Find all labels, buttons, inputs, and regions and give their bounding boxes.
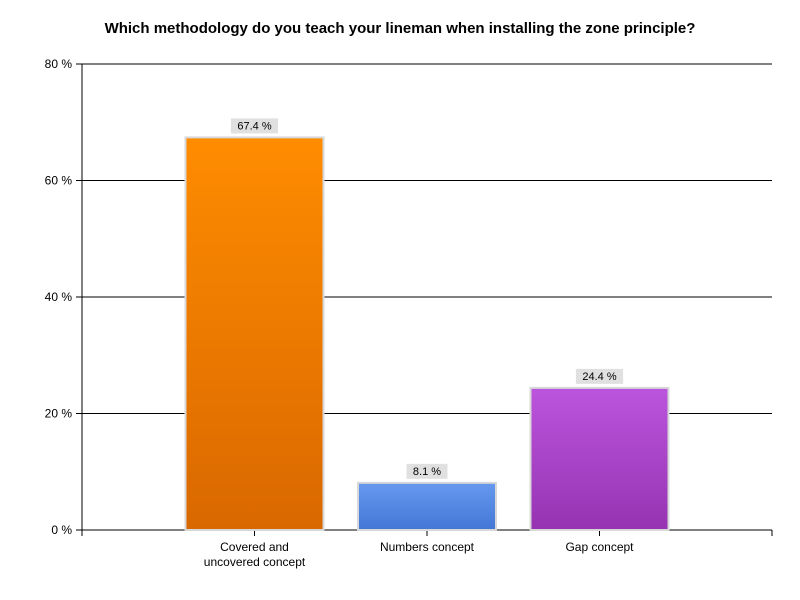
y-tick-label: 20 % [45,407,73,421]
data-label-bg [575,368,624,384]
y-tick-label: 60 % [45,174,73,188]
data-label-bg [406,463,448,479]
chart-title: Which methodology do you teach your line… [105,20,696,37]
data-label: 8.1 % [413,466,441,478]
bar[interactable] [357,481,497,532]
x-tick-label: Covered and [220,540,289,554]
data-label-bg [230,118,279,134]
x-tick-label: Gap concept [565,540,634,554]
y-tick-label: 80 % [45,57,73,71]
data-label: 67.4 % [237,120,271,132]
bar[interactable] [184,136,325,532]
y-tick-label: 0 % [51,523,72,537]
x-tick-label: Numbers concept [380,540,475,554]
y-tick-label: 40 % [45,290,73,304]
x-tick-label: uncovered concept [204,555,306,569]
data-label: 24.4 % [582,371,616,383]
bar[interactable] [529,386,670,531]
